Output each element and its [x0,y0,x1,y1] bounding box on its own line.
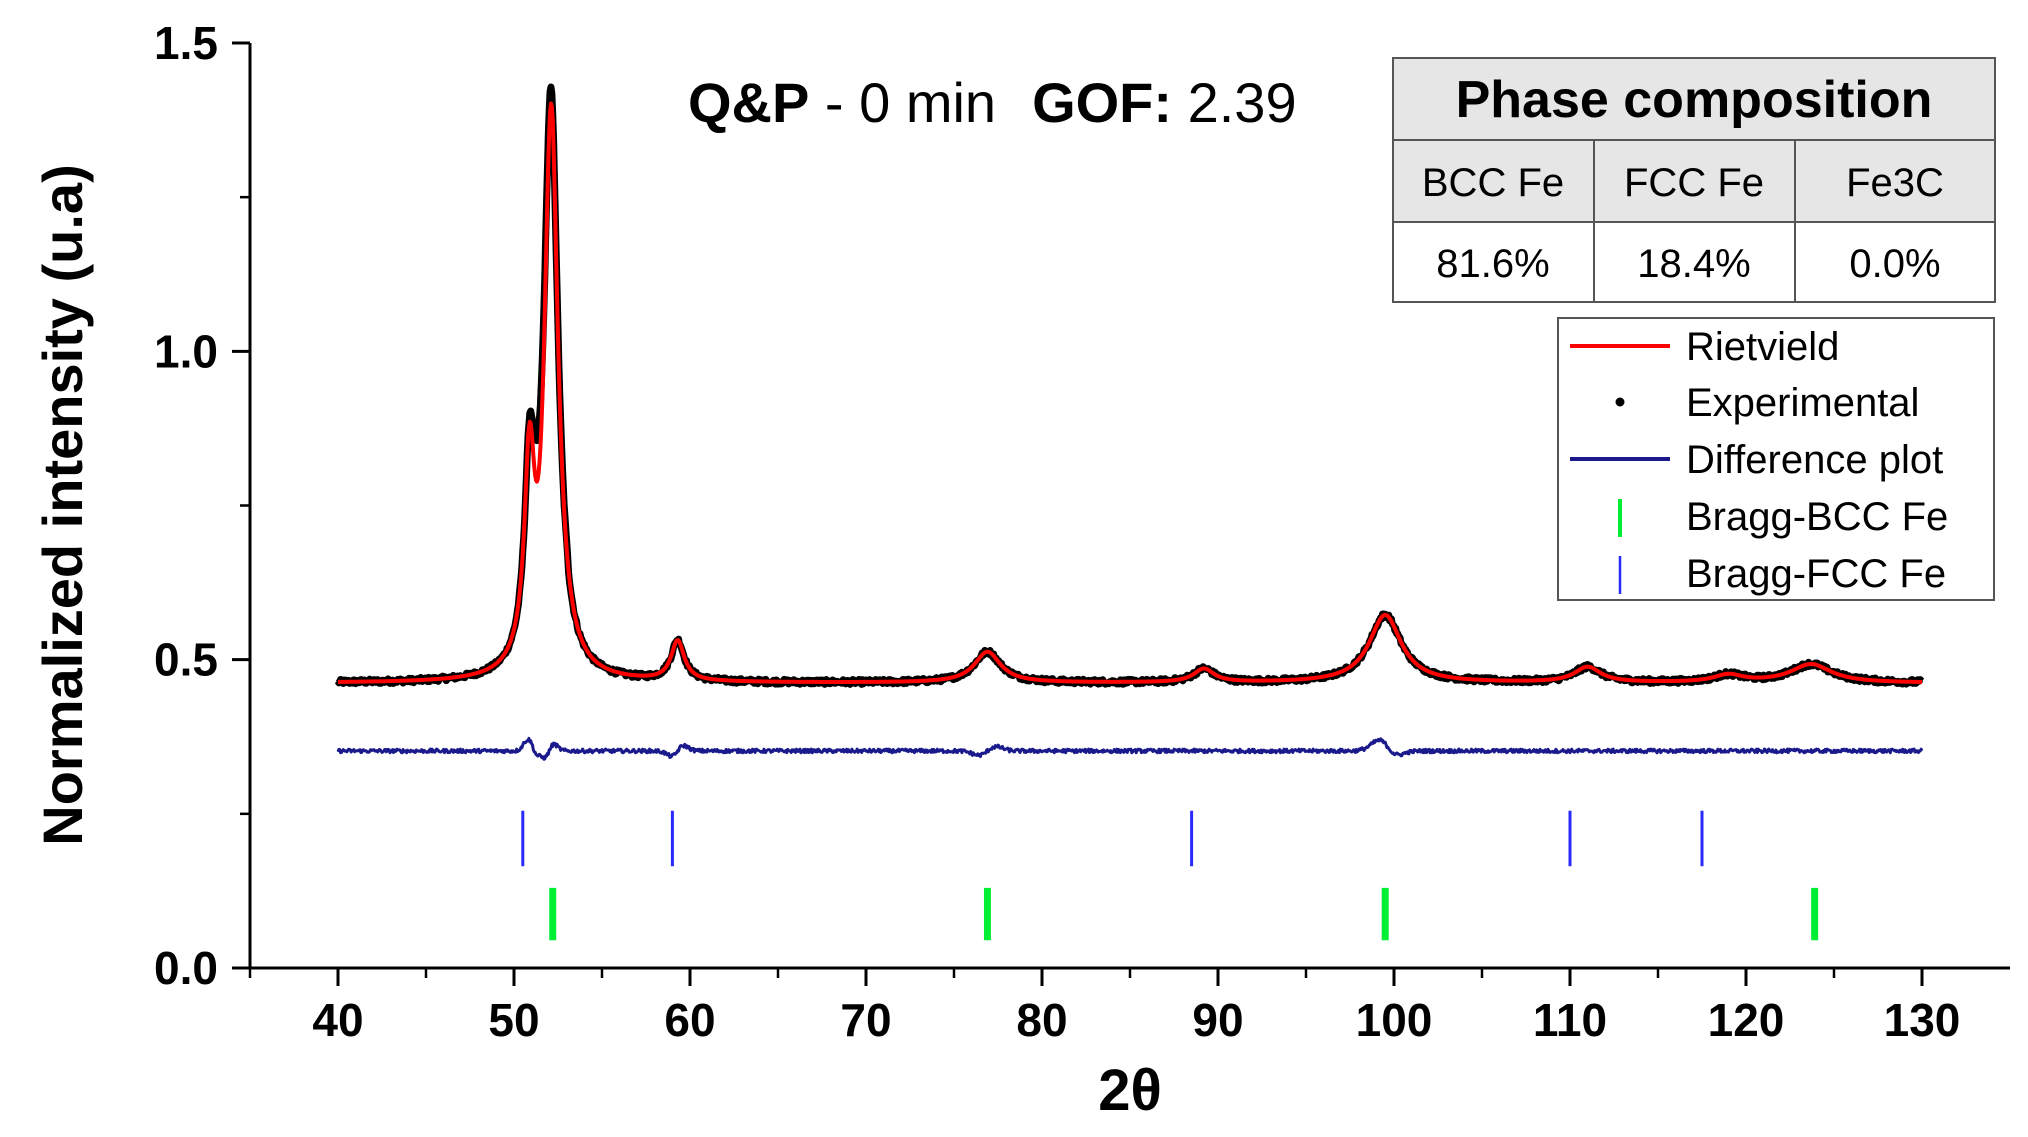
legend-label-bragg-fcc: Bragg-FCC Fe [1686,552,1946,596]
table-header-cell: BCC Fe [1422,161,1564,205]
x-tick-label: 50 [488,994,539,1046]
sample-time: - 0 min [809,71,996,134]
table-value-cell: 18.4% [1637,242,1750,286]
x-tick-label: 70 [840,994,891,1046]
y-tick-label: 0.0 [154,942,218,994]
table-value-cell: 0.0% [1849,242,1940,286]
phase-composition-table: Phase composition BCC Fe FCC Fe Fe3C 81.… [1392,57,1996,303]
x-tick-label: 100 [1356,994,1433,1046]
y-tick-label: 0.5 [154,634,218,686]
table-value-cell: 81.6% [1436,242,1549,286]
legend: Rietvield Experimental Difference plot B… [1557,317,1995,601]
gof-value: 2.39 [1172,71,1297,134]
legend-label-difference: Difference plot [1686,438,1943,482]
x-tick-label: 130 [1884,994,1961,1046]
y-tick-label: 1.5 [154,17,218,69]
y-ticks: 0.0 0.5 1.0 1.5 [154,17,250,994]
legend-label-rietvield: Rietvield [1686,325,1839,369]
chart-annotation: Q&P - 0 min GOF: 2.39 [688,71,1297,134]
legend-label-bragg-bcc: Bragg-BCC Fe [1686,495,1948,539]
table-header-cell: FCC Fe [1624,161,1764,205]
y-tick-label: 1.0 [154,325,218,377]
gof-label: GOF: [1032,71,1172,134]
x-tick-label: 40 [312,994,363,1046]
x-axis-title: 2θ [1098,1058,1162,1123]
legend-swatch-experimental [1615,397,1625,407]
x-tick-label: 60 [664,994,715,1046]
x-ticks: 40 50 60 70 80 90 100 110 120 130 [248,968,1961,1046]
x-tick-label: 120 [1708,994,1785,1046]
y-axis-title: Normalized intensity (u.a) [31,164,94,845]
x-tick-label: 110 [1533,994,1607,1046]
difference-series [336,736,1924,761]
plot-traces [334,83,1925,941]
table-title: Phase composition [1456,71,1933,129]
table-header-cell: Fe3C [1846,161,1944,205]
x-tick-label: 90 [1192,994,1243,1046]
legend-label-experimental: Experimental [1686,381,1919,425]
sample-name-bold: Q&P [688,71,809,134]
x-tick-label: 80 [1016,994,1067,1046]
rietvield-series [336,101,1924,685]
